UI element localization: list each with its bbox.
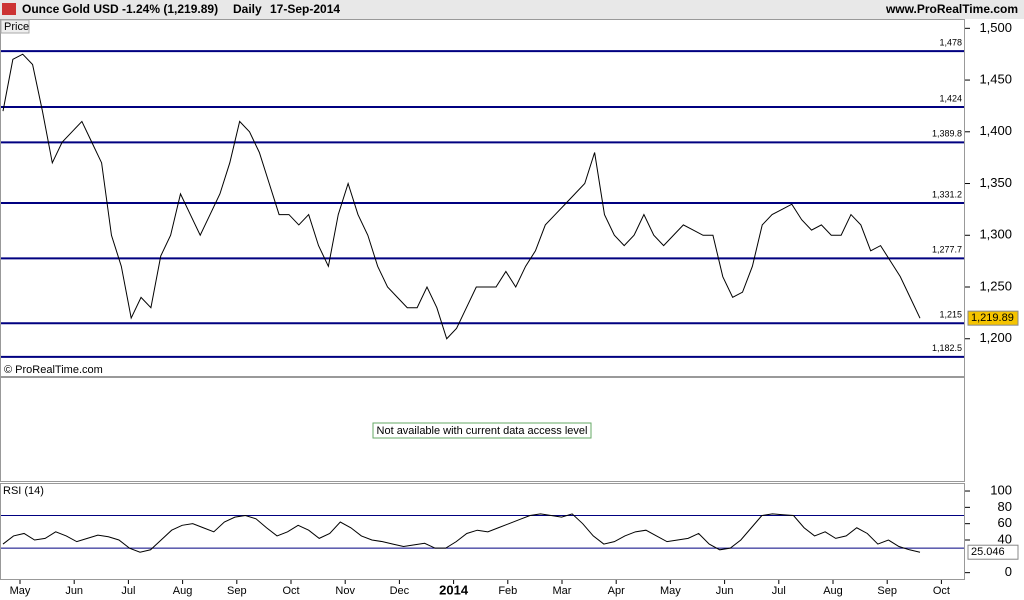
level-label: 1,215 [939, 310, 962, 320]
x-tick-label: Apr [608, 585, 625, 597]
y-tick-label: 1,300 [979, 227, 1012, 242]
series-line [2, 53, 921, 340]
x-tick-label: Jul [772, 585, 786, 597]
instrument: Ounce Gold USD [22, 2, 119, 16]
date: 17-Sep-2014 [270, 2, 340, 16]
y-tick-label: 0 [1005, 564, 1012, 579]
y-tick-label: 60 [998, 515, 1012, 530]
period: Daily [233, 2, 262, 16]
x-tick-label: May [660, 585, 681, 597]
y-tick-label: 100 [990, 482, 1012, 497]
rsi-panel [0, 483, 965, 580]
y-tick-label: 1,450 [979, 71, 1012, 86]
y-tick-label: 80 [998, 499, 1012, 514]
panel-label: Price [4, 21, 29, 33]
last-value: 25.046 [971, 546, 1005, 558]
x-tick-label: Jun [65, 585, 83, 597]
y-tick-label: 1,500 [979, 20, 1012, 35]
header-bar [0, 0, 1024, 19]
y-tick-label: 1,400 [979, 123, 1012, 138]
x-tick-label: Mar [553, 585, 572, 597]
last-value-box [967, 544, 1019, 560]
price-panel [0, 19, 965, 377]
x-tick-label: Oct [933, 585, 950, 597]
x-tick-label: Aug [823, 585, 843, 597]
panel-label: RSI (14) [3, 485, 44, 497]
note-box [372, 422, 592, 439]
volume-panel [0, 377, 965, 482]
site: www.ProRealTime.com [885, 2, 1018, 16]
level-label: 1,331.2 [932, 189, 962, 199]
change: -1.24% (1,219.89) [122, 2, 218, 16]
x-tick-label: May [10, 585, 31, 597]
level-label: 1,424 [939, 93, 962, 103]
note: Not available with current data access l… [377, 425, 588, 437]
x-tick-label: Dec [390, 585, 410, 597]
y-tick-label: 40 [998, 531, 1012, 546]
last-value-box [967, 310, 1019, 326]
y-tick-label: 1,350 [979, 175, 1012, 190]
level-label: 1,277.7 [932, 245, 962, 255]
x-tick-label: Sep [877, 585, 897, 597]
y-tick-label: 1,200 [979, 330, 1012, 345]
x-tick-label: Aug [173, 585, 193, 597]
level-label: 1,389.8 [932, 129, 962, 139]
x-tick-label: Jul [121, 585, 135, 597]
x-tick-label: Jun [716, 585, 734, 597]
y-tick-label: 1,250 [979, 278, 1012, 293]
x-tick-label: Nov [335, 585, 355, 597]
series-line [2, 513, 921, 553]
icon [2, 3, 16, 15]
watermark: © ProRealTime.com [4, 364, 103, 376]
x-tick-label: 2014 [439, 582, 469, 597]
label-box [0, 19, 30, 34]
x-tick-label: Oct [282, 585, 299, 597]
level-label: 1,182.5 [932, 343, 962, 353]
x-tick-label: Feb [498, 585, 517, 597]
last-value: 1,219.89 [971, 312, 1014, 324]
level-label: 1,478 [939, 37, 962, 47]
x-tick-label: Sep [227, 585, 247, 597]
